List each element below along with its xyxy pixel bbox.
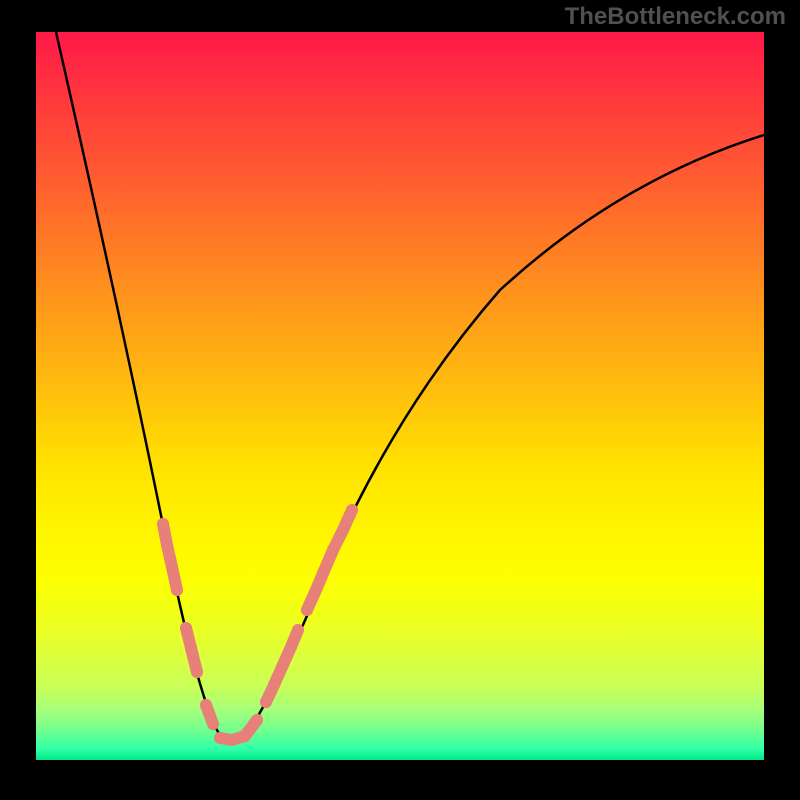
watermark-text: TheBottleneck.com — [565, 3, 786, 31]
overlay-dot — [200, 699, 212, 711]
overlay-dot — [226, 734, 238, 746]
overlay-dot — [207, 718, 219, 730]
overlay-dot — [214, 732, 226, 744]
overlay-dot — [268, 679, 280, 691]
overlay-dot — [346, 504, 358, 516]
gradient-background — [36, 32, 764, 760]
overlay-dot — [301, 604, 313, 616]
overlay-dot — [166, 561, 178, 573]
overlay-dot — [171, 584, 183, 596]
plot-group — [36, 32, 764, 760]
overlay-dot — [318, 565, 330, 577]
overlay-dot — [180, 622, 192, 634]
overlay-dot — [157, 518, 169, 530]
overlay-dot — [276, 661, 288, 673]
overlay-dot — [251, 714, 263, 726]
chart-root: { "canvas": { "width": 800, "height": 80… — [0, 0, 800, 800]
chart-svg — [0, 0, 800, 800]
overlay-dot — [191, 666, 203, 678]
overlay-dot — [285, 641, 297, 653]
overlay-dot — [260, 696, 272, 708]
overlay-dot — [161, 539, 173, 551]
overlay-dot — [185, 642, 197, 654]
overlay-dot — [327, 544, 339, 556]
overlay-dot — [310, 584, 322, 596]
overlay-dot — [337, 524, 349, 536]
overlay-dot — [292, 624, 304, 636]
overlay-dot — [239, 730, 251, 742]
